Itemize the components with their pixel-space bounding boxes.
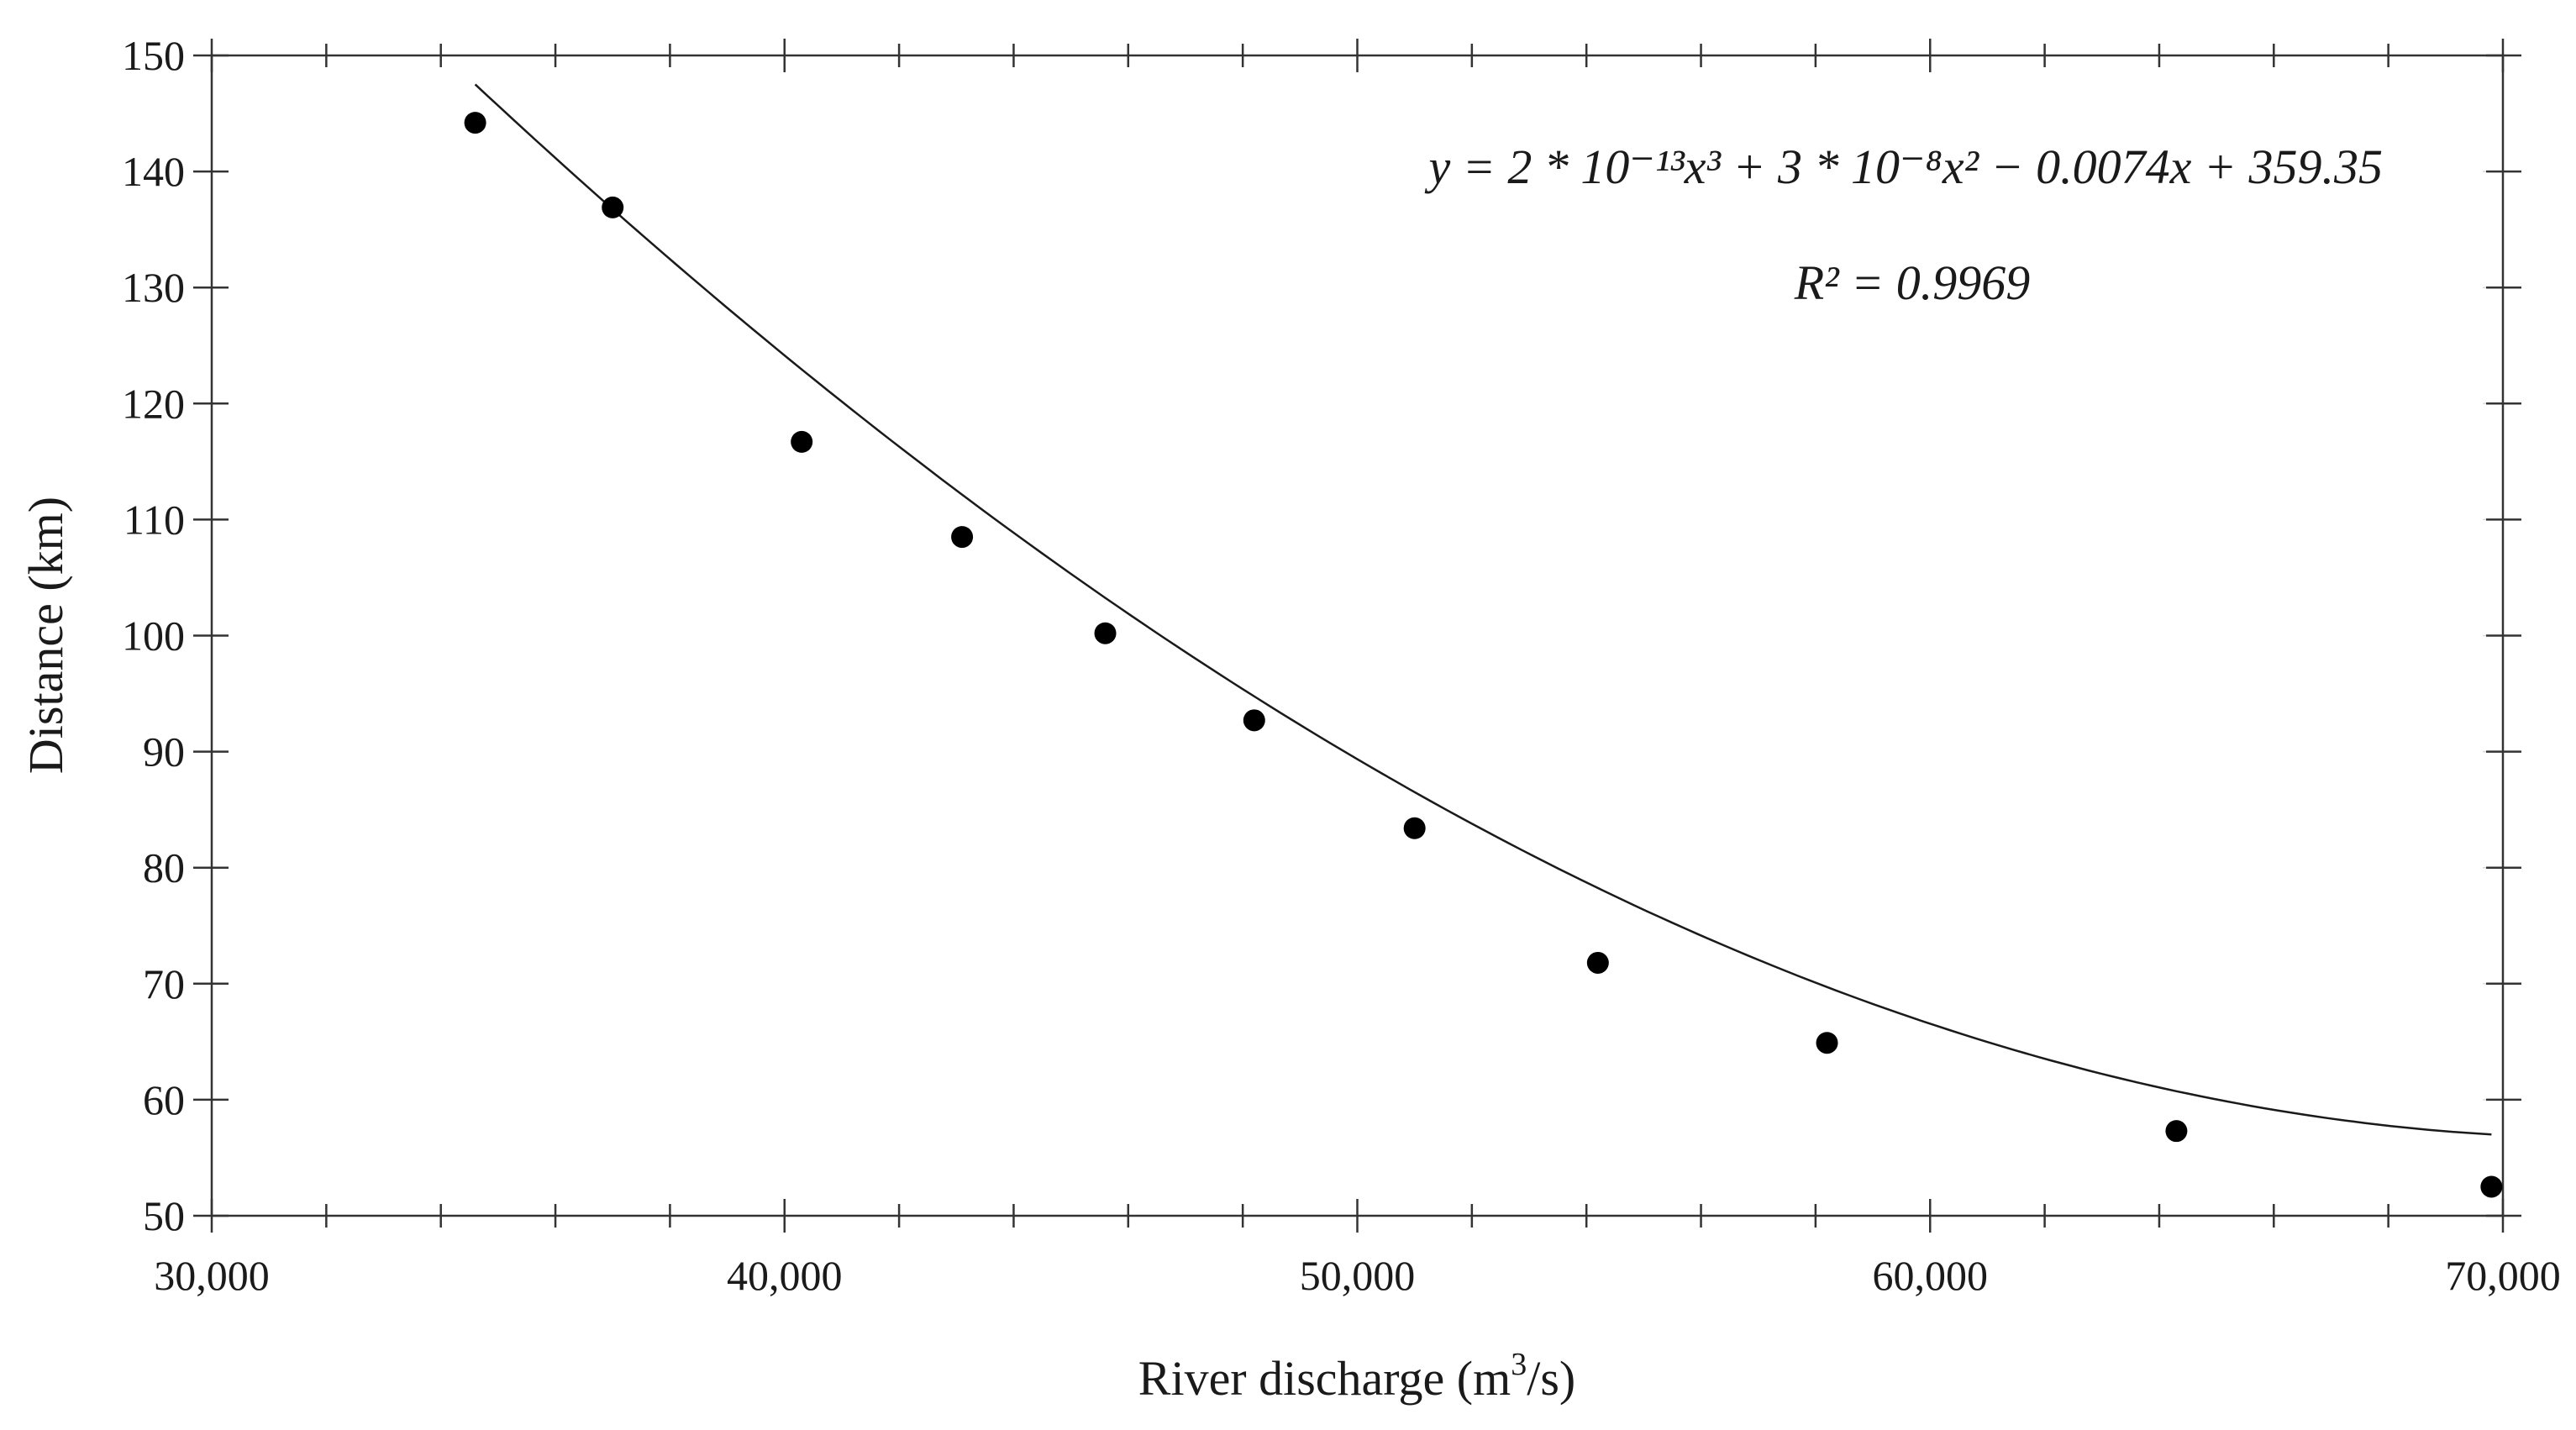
plot-frame xyxy=(210,54,2505,1217)
data-point xyxy=(602,196,624,218)
data-point xyxy=(791,430,813,453)
y-tick-labels: 50 60 70 80 90 100 110 120 130 140 150 xyxy=(122,32,185,1239)
y-tick-label: 60 xyxy=(143,1076,185,1123)
x-tick-label: 60,000 xyxy=(1873,1252,1989,1299)
y-tick-label: 70 xyxy=(143,960,185,1007)
x-tick-label: 30,000 xyxy=(154,1252,270,1299)
data-point xyxy=(464,112,486,134)
equation-annotation: y = 2 * 10⁻¹³x³ + 3 * 10⁻⁸x² − 0.0074x +… xyxy=(1425,139,2383,194)
y-tick-label: 50 xyxy=(143,1192,185,1239)
data-point xyxy=(1243,709,1265,732)
y-tick-label: 80 xyxy=(143,844,185,891)
tick-layer xyxy=(193,39,2521,1233)
x-axis-title-unit: /s) xyxy=(1527,1351,1575,1406)
y-tick-label: 90 xyxy=(143,728,185,775)
x-axis-title: River discharge (m3/s) xyxy=(1138,1347,1575,1406)
data-point xyxy=(1586,951,1609,974)
fit-curve xyxy=(474,83,2492,1136)
data-points xyxy=(464,112,2503,1198)
data-point xyxy=(1403,817,1426,839)
y-tick-label: 130 xyxy=(122,264,185,311)
x-tick-label: 50,000 xyxy=(1300,1252,1416,1299)
data-point xyxy=(1094,622,1117,644)
x-tick-labels: 30,000 40,000 50,000 60,000 70,000 xyxy=(154,1252,2561,1299)
x-axis-title-main: River discharge (m xyxy=(1138,1351,1511,1406)
y-tick-label: 150 xyxy=(122,32,185,79)
data-point xyxy=(2480,1175,2503,1198)
r-squared-annotation: R² = 0.9969 xyxy=(1794,255,2030,310)
x-tick-label: 40,000 xyxy=(727,1252,843,1299)
y-tick-label: 120 xyxy=(122,380,185,427)
data-point xyxy=(1816,1032,1838,1054)
y-tick-label: 100 xyxy=(122,612,185,660)
x-tick-label: 70,000 xyxy=(2445,1252,2561,1299)
y-tick-label: 110 xyxy=(124,496,185,543)
data-point xyxy=(2165,1120,2188,1143)
y-axis-title: Distance (km) xyxy=(18,497,73,774)
y-tick-label: 140 xyxy=(122,148,185,195)
data-point xyxy=(951,526,974,549)
x-axis-title-sup: 3 xyxy=(1511,1347,1527,1382)
